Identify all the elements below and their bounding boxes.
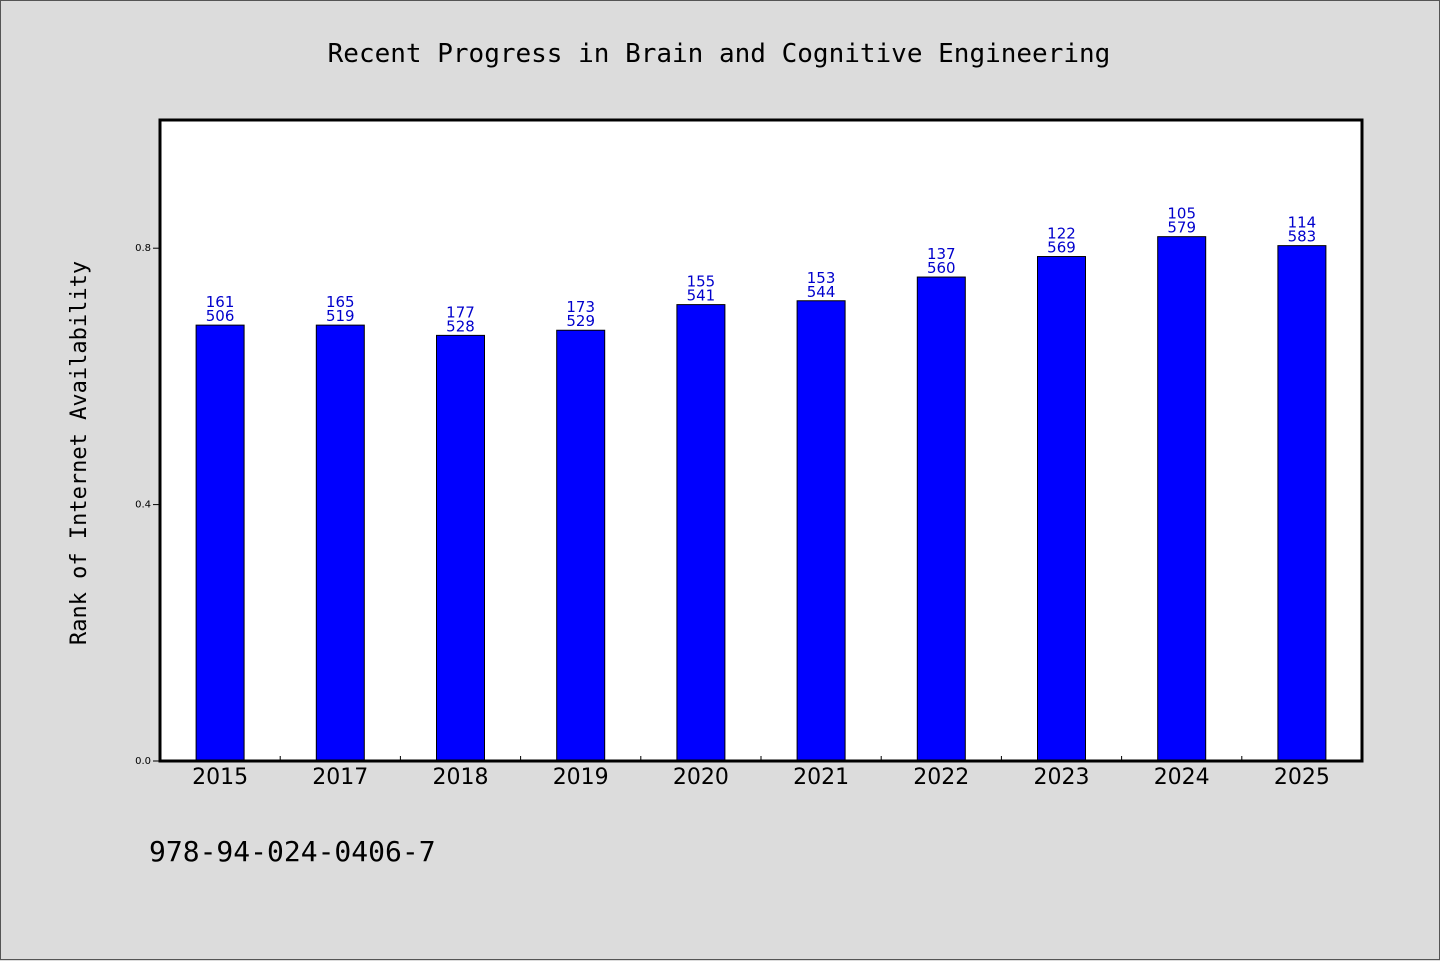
data-label-bottom-2019: 529	[566, 312, 595, 330]
bar-2022	[916, 276, 966, 762]
data-label-top-2021: 153	[807, 269, 836, 287]
bar-2020	[676, 304, 726, 762]
data-label-top-2015: 161	[206, 293, 235, 311]
footnote-isbn: 978-94-024-0406-7	[149, 835, 436, 868]
y-tick-label-0.4: 0.4	[135, 500, 151, 511]
bar-2017	[315, 324, 365, 762]
data-label-bottom-2020: 541	[687, 287, 716, 305]
x-tick-label-2017: 2017	[312, 765, 368, 790]
x-tick-label-2022: 2022	[913, 765, 969, 790]
chart-title: Recent Progress in Brain and Cognitive E…	[328, 39, 1111, 69]
bar-2019	[556, 329, 606, 762]
x-tick-label-2020: 2020	[673, 765, 729, 790]
data-label-bottom-2023: 569	[1047, 239, 1076, 257]
data-label-bottom-2015: 506	[206, 307, 235, 325]
data-label-top-2019: 173	[566, 298, 595, 316]
data-label-top-2025: 114	[1288, 214, 1317, 232]
data-label-top-2022: 137	[927, 245, 956, 263]
x-tick-label-2021: 2021	[793, 765, 849, 790]
data-label-bottom-2021: 544	[807, 283, 836, 301]
bar-2015	[195, 324, 245, 762]
bar-2018	[436, 334, 485, 762]
bar-2024	[1157, 236, 1207, 762]
bar-2025	[1277, 245, 1327, 762]
x-tick-label-2018: 2018	[433, 765, 489, 790]
plot-border	[158, 118, 1364, 763]
data-label-top-2020: 155	[687, 273, 716, 291]
data-label-top-2024: 105	[1167, 205, 1196, 223]
data-label-bottom-2017: 519	[326, 307, 355, 325]
x-tick-label-2019: 2019	[553, 765, 609, 790]
x-tick-label-2024: 2024	[1154, 765, 1210, 790]
x-tick-label-2025: 2025	[1274, 765, 1330, 790]
bars-layer	[195, 236, 1327, 762]
y-tick-label-0.0: 0.0	[135, 756, 151, 767]
y-tick-label-0.8: 0.8	[135, 243, 151, 254]
data-label-bottom-2025: 583	[1288, 228, 1317, 246]
data-label-bottom-2024: 579	[1167, 219, 1196, 237]
data-label-top-2017: 165	[326, 293, 355, 311]
bar-2021	[796, 300, 846, 762]
ticks-layer: 2015 2017 2018 2019 2020 2021 2022 2023 2024 2025…	[135, 243, 1330, 790]
data-label-bottom-2022: 560	[927, 259, 956, 277]
data-label-bottom-2018: 528	[446, 317, 475, 335]
data-label-top-2018: 177	[446, 303, 475, 321]
y-axis-label: Rank of Internet Availability	[67, 261, 92, 645]
x-tick-label-2015: 2015	[192, 765, 248, 790]
x-tick-label-2023: 2023	[1034, 765, 1090, 790]
bar-2023	[1037, 256, 1086, 762]
data-label-top-2023: 122	[1047, 225, 1076, 243]
